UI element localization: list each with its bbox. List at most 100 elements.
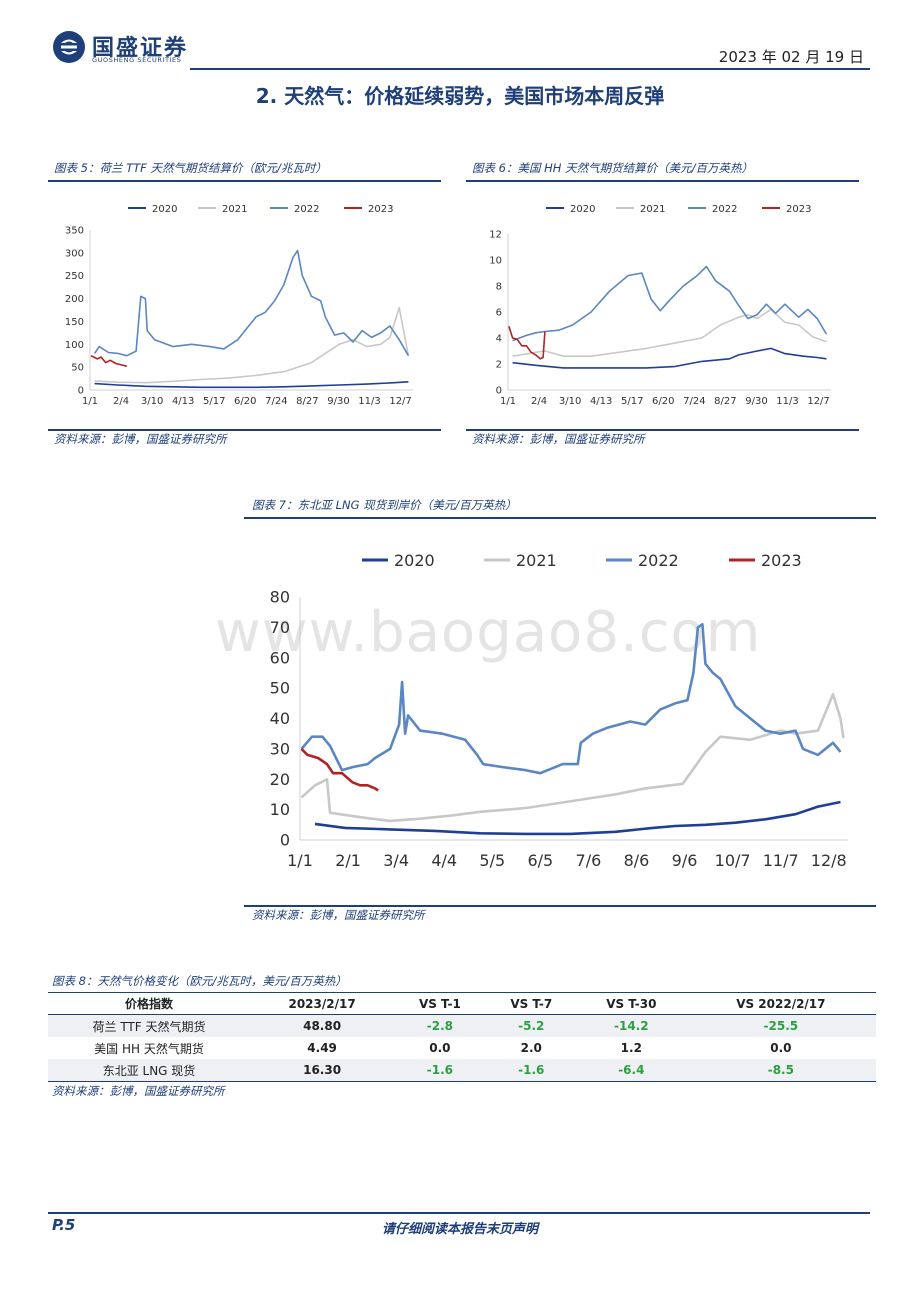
row-price: 48.80 [250,1014,395,1037]
ttf-series-2023 [90,354,128,367]
brand-name: 国盛证券 [92,36,189,61]
col-header-index: 价格指数 [48,992,250,1015]
ttf-x-tick-label: 3/10 [141,396,163,407]
hh-x-tick-label: 8/27 [714,396,736,407]
hh-x-tick-label: 6/20 [652,396,674,407]
ttf-y-tick-label: 200 [65,294,84,305]
ttf-series-2021 [94,306,410,384]
lng-x-tick-label: 3/4 [383,851,409,870]
row-t30: -6.4 [576,1059,686,1082]
report-date: 2023 年 02 月 19 日 [718,48,864,66]
lng-legend-label-2020: 2020 [394,551,435,570]
hh-x-tick-label: 9/30 [745,396,767,407]
hh-x-tick-label: 11/3 [776,396,798,407]
hh-x-tick-label: 2/4 [531,396,547,407]
lng-x-tick-label: 10/7 [715,851,751,870]
lng-y-tick-label: 20 [270,770,290,789]
section-title: 2. 天然气：价格延续弱势，美国市场本周反弹 [255,84,665,108]
row-price: 4.49 [307,1041,337,1055]
fig7-bottom-rule [244,905,876,907]
fig6-top-rule [466,180,859,182]
fig6-caption: 图表 6：美国 HH 天然气期货结算价（美元/百万英热） [472,161,753,175]
lng-x-tick-label: 11/7 [763,851,799,870]
lng-series-2020 [314,800,841,836]
ttf-legend-label-2020: 2020 [152,204,177,215]
lng-chart: 0 10 20 30 40 50 60 70 80 1/1 2/1 3/4 4/4 5/5 6/5 7/6 8/… [270,551,848,870]
row-name: 东北亚 LNG 现货 [48,1059,250,1082]
lng-y-tick-label: 60 [270,648,290,667]
lng-y-tick-label: 40 [270,709,290,728]
ttf-y-tick-label: 0 [78,386,84,397]
row-t7: -5.2 [485,1014,577,1037]
brand-logo-icon [53,31,85,63]
hh-y-tick-label: 2 [496,360,502,371]
hh-x-tick-label: 12/7 [807,396,829,407]
lng-x-tick-label: 1/1 [287,851,313,870]
ttf-y-tick-label: 50 [71,363,84,374]
hh-y-tick-label: 8 [496,282,502,293]
ttf-y-tick-label: 150 [65,317,84,328]
ttf-x-tick-label: 9/30 [327,396,349,407]
lng-y-tick-label: 10 [270,800,290,819]
table-header-row: 价格指数 2023/2/17 VS T-1 VS T-7 VS T-30 VS … [48,992,876,1015]
watermark-text: www.baogao8.com [215,600,762,665]
ttf-x-tick-label: 11/3 [358,396,380,407]
ttf-y-tick-label: 250 [65,271,84,282]
footer-divider [48,1212,870,1214]
lng-y-tick-label: 30 [270,739,290,758]
lng-legend-label-2022: 2022 [638,551,679,570]
hh-y-tick-label: 0 [496,386,502,397]
lng-x-tick-label: 7/6 [576,851,602,870]
table-row: 美国 HH 天然气期货 4.49 0.0 2.0 1.2 0.0 [48,1037,876,1059]
row-t1: -2.8 [394,1014,486,1037]
fig8-caption: 图表 8：天然气价格变化（欧元/兆瓦时，美元/百万英热） [52,974,347,988]
row-t1: -1.6 [394,1059,486,1082]
fig6-bottom-rule [466,429,859,431]
hh-chart: 0 2 4 6 8 10 12 1/1 2/4 3/10 4/13 5/17 6/20 7/24 8/27 9… [489,204,831,407]
hh-series-2021 [512,308,827,357]
ttf-x-tick-label: 8/27 [296,396,318,407]
ttf-series-2022 [93,249,410,357]
hh-legend-label-2021: 2021 [640,204,665,215]
row-name: 美国 HH 天然气期货 [94,1041,204,1056]
lng-series-2021 [300,692,845,823]
ttf-legend-label-2021: 2021 [222,204,247,215]
lng-x-tick-label: 9/6 [672,851,698,870]
ttf-x-tick-label: 4/13 [172,396,194,407]
row-t1: 0.0 [429,1041,451,1055]
lng-x-tick-label: 4/4 [431,851,457,870]
row-yoy: -8.5 [685,1059,876,1082]
hh-legend-label-2022: 2022 [712,204,737,215]
lng-series-2022 [300,623,842,775]
lng-x-tick-label: 12/8 [811,851,847,870]
header-divider [190,68,870,70]
row-price: 16.30 [250,1059,395,1082]
row-name: 荷兰 TTF 天然气期货 [48,1014,250,1037]
lng-x-tick-label: 8/6 [624,851,650,870]
fig6-source: 资料来源：彭博，国盛证券研究所 [472,432,645,446]
hh-x-tick-label: 5/17 [621,396,643,407]
row-t30: 1.2 [620,1041,642,1055]
hh-x-tick-label: 1/1 [500,396,516,407]
ttf-x-tick-label: 1/1 [82,396,98,407]
hh-y-tick-label: 12 [489,230,502,241]
row-t7: 2.0 [520,1041,542,1055]
col-header-yoy: VS 2022/2/17 [685,992,876,1015]
fig5-caption: 图表 5：荷兰 TTF 天然气期货结算价（欧元/兆瓦时） [54,161,327,175]
brand-subtitle: GUOSHENG SECURITIES [92,56,182,64]
hh-legend-label-2023: 2023 [786,204,811,215]
hh-x-tick-label: 4/13 [590,396,612,407]
lng-legend-label-2021: 2021 [516,551,557,570]
lng-x-tick-label: 5/5 [479,851,505,870]
hh-legend-label-2020: 2020 [570,204,595,215]
table-row: 东北亚 LNG 现货 16.30 -1.6 -1.6 -6.4 -8.5 [48,1059,876,1082]
col-header-t1: VS T-1 [394,992,486,1015]
fig7-top-rule [244,517,876,519]
ttf-x-tick-label: 5/17 [203,396,225,407]
fig7-source: 资料来源：彭博，国盛证券研究所 [252,908,425,922]
hh-x-tick-label: 3/10 [559,396,581,407]
fig5-bottom-rule [48,429,441,431]
ttf-x-tick-label: 2/4 [113,396,129,407]
page-number: P.5 [52,1216,76,1234]
hh-series-2023 [508,326,546,360]
